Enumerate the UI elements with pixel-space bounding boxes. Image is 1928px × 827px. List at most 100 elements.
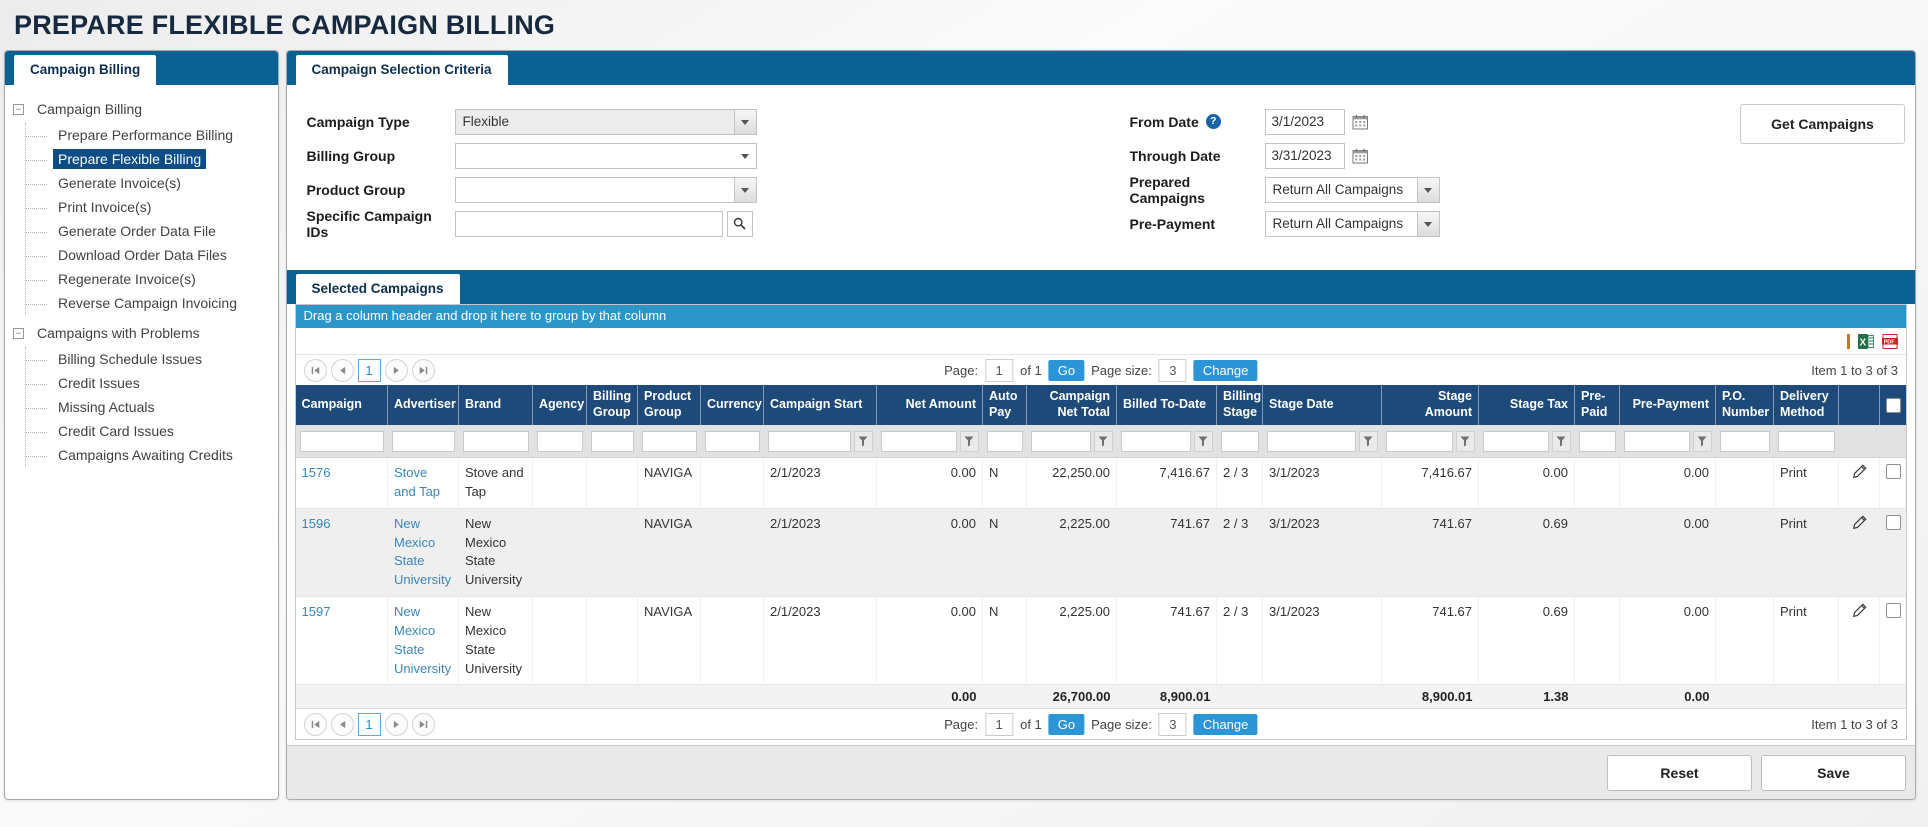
specific-campaign-ids-input[interactable]: [454, 210, 723, 237]
product-group-select[interactable]: [454, 176, 757, 203]
column-header-product-group[interactable]: Product Group: [637, 385, 701, 425]
tree-item-campaign-billing[interactable]: − Campaign Billing: [13, 95, 278, 123]
filter-funnel-icon[interactable]: [853, 430, 873, 452]
column-header-pre-payment[interactable]: Pre-Payment: [1619, 385, 1716, 425]
pager-prev-button[interactable]: [330, 358, 354, 382]
prepared-campaigns-select[interactable]: Return All Campaigns: [1264, 176, 1440, 203]
page-size-input[interactable]: [1158, 712, 1187, 736]
filter-input-pre-payment[interactable]: [1623, 430, 1690, 452]
column-header-delivery-method[interactable]: Delivery Method: [1773, 385, 1839, 425]
chevron-down-icon[interactable]: [1416, 211, 1439, 236]
row-checkbox[interactable]: [1886, 603, 1901, 619]
column-header-net-amount[interactable]: Net Amount: [876, 385, 983, 425]
tab-campaign-billing[interactable]: Campaign Billing: [14, 55, 157, 85]
advertiser-link[interactable]: New Mexico State University: [394, 604, 452, 676]
filter-input-billing-group[interactable]: [590, 430, 634, 452]
pager-prev-button[interactable]: [330, 712, 354, 736]
pager-first-button[interactable]: [303, 712, 327, 736]
tree-item-prepare-flexible-billing[interactable]: Prepare Flexible Billing: [53, 149, 207, 169]
pager-next-button[interactable]: [384, 358, 408, 382]
campaign-link[interactable]: 1576: [301, 465, 331, 480]
tree-item-missing-actuals[interactable]: Missing Actuals: [58, 399, 155, 415]
campaign-link[interactable]: 1596: [301, 515, 331, 531]
filter-input-campaign-start[interactable]: [767, 430, 851, 452]
tree-item-reverse-campaign-invoicing[interactable]: Reverse Campaign Invoicing: [58, 295, 237, 311]
column-header-stage-date[interactable]: Stage Date: [1262, 385, 1382, 425]
chevron-down-icon[interactable]: [733, 177, 756, 202]
campaign-link[interactable]: 1597: [301, 604, 331, 620]
select-all-header[interactable]: [1879, 385, 1906, 425]
column-header-campaign-net-total[interactable]: Campaign Net Total: [1026, 385, 1117, 425]
tab-campaign-selection-criteria[interactable]: Campaign Selection Criteria: [295, 55, 508, 85]
column-header-pre-paid[interactable]: Pre-Paid: [1574, 385, 1620, 425]
page-number-input[interactable]: [985, 358, 1014, 382]
column-header-agency[interactable]: Agency: [532, 385, 587, 425]
campaign-type-select[interactable]: Flexible: [454, 108, 757, 135]
tree-item-billing-schedule-issues[interactable]: Billing Schedule Issues: [58, 351, 202, 367]
filter-input-stage-tax[interactable]: [1482, 430, 1549, 452]
tree-item-download-order-data-files[interactable]: Download Order Data Files: [58, 247, 227, 263]
tree-item-campaigns-awaiting-credits[interactable]: Campaigns Awaiting Credits: [58, 447, 233, 463]
column-header-billing-stage[interactable]: Billing Stage: [1216, 385, 1263, 425]
filter-funnel-icon[interactable]: [1455, 430, 1475, 452]
row-checkbox[interactable]: [1886, 514, 1901, 530]
filter-funnel-icon[interactable]: [1692, 430, 1712, 452]
change-button[interactable]: Change: [1193, 359, 1258, 381]
tree-item-prepare-performance-billing[interactable]: Prepare Performance Billing: [58, 127, 234, 143]
tab-selected-campaigns[interactable]: Selected Campaigns: [295, 274, 460, 304]
column-header-auto-pay[interactable]: Auto Pay: [982, 385, 1027, 425]
select-all-checkbox[interactable]: [1886, 397, 1901, 413]
column-header-stage-tax[interactable]: Stage Tax: [1478, 385, 1575, 425]
filter-input-product-group[interactable]: [641, 430, 697, 452]
tree-item-regenerate-invoice-s[interactable]: Regenerate Invoice(s): [58, 271, 196, 287]
save-button[interactable]: Save: [1761, 754, 1906, 791]
change-button[interactable]: Change: [1193, 713, 1258, 735]
tree-item-generate-invoice-s[interactable]: Generate Invoice(s): [58, 175, 181, 191]
filter-input-stage-amount[interactable]: [1385, 430, 1453, 452]
reset-button[interactable]: Reset: [1607, 754, 1752, 791]
advertiser-link[interactable]: Stove and Tap: [394, 465, 441, 499]
pager-last-button[interactable]: [411, 358, 435, 382]
pre-payment-select[interactable]: Return All Campaigns: [1264, 210, 1440, 237]
pager-last-button[interactable]: [411, 712, 435, 736]
filter-input-p-o-number[interactable]: [1719, 430, 1770, 452]
filter-input-stage-date[interactable]: [1266, 430, 1356, 452]
tree-item-credit-card-issues[interactable]: Credit Card Issues: [58, 423, 174, 439]
tree-item-campaigns-with-problems[interactable]: − Campaigns with Problems: [13, 319, 278, 347]
filter-input-currency[interactable]: [704, 430, 760, 452]
filter-input-auto-pay[interactable]: [986, 430, 1023, 452]
from-date-input[interactable]: [1264, 108, 1345, 135]
calendar-icon[interactable]: [1352, 148, 1369, 164]
filter-input-agency[interactable]: [536, 430, 583, 452]
help-icon[interactable]: [1205, 114, 1221, 129]
filter-funnel-icon[interactable]: [1358, 430, 1378, 452]
go-button[interactable]: Go: [1048, 713, 1085, 735]
filter-input-pre-paid[interactable]: [1578, 430, 1616, 452]
filter-funnel-icon[interactable]: [1551, 430, 1571, 452]
chevron-down-icon[interactable]: [735, 144, 756, 168]
pager-first-button[interactable]: [303, 358, 327, 382]
column-header-brand[interactable]: Brand: [458, 385, 533, 425]
filter-input-campaign-net-total[interactable]: [1030, 430, 1091, 452]
filter-input-net-amount[interactable]: [880, 430, 957, 452]
get-campaigns-button[interactable]: Get Campaigns: [1740, 104, 1905, 144]
excel-export-icon[interactable]: X: [1858, 333, 1874, 349]
page-size-input[interactable]: [1158, 358, 1187, 382]
filter-funnel-icon[interactable]: [1193, 430, 1213, 452]
column-header-campaign[interactable]: Campaign: [295, 385, 388, 425]
row-checkbox[interactable]: [1886, 464, 1901, 479]
filter-input-campaign[interactable]: [299, 430, 384, 452]
filter-input-advertiser[interactable]: [391, 430, 455, 452]
page-number-input[interactable]: [985, 712, 1014, 736]
calendar-icon[interactable]: [1352, 114, 1369, 130]
edit-pencil-icon[interactable]: [1852, 515, 1867, 533]
filter-funnel-icon[interactable]: [959, 430, 979, 452]
through-date-input[interactable]: [1264, 142, 1345, 169]
tree-item-generate-order-data-file[interactable]: Generate Order Data File: [58, 223, 216, 239]
group-by-drop-zone[interactable]: Drag a column header and drop it here to…: [295, 305, 1906, 328]
tree-item-credit-issues[interactable]: Credit Issues: [58, 375, 140, 391]
pager-current-page[interactable]: 1: [357, 358, 381, 382]
column-header-currency[interactable]: Currency: [700, 385, 764, 425]
column-header-stage-amount[interactable]: Stage Amount: [1381, 385, 1479, 425]
search-icon[interactable]: [726, 210, 753, 237]
